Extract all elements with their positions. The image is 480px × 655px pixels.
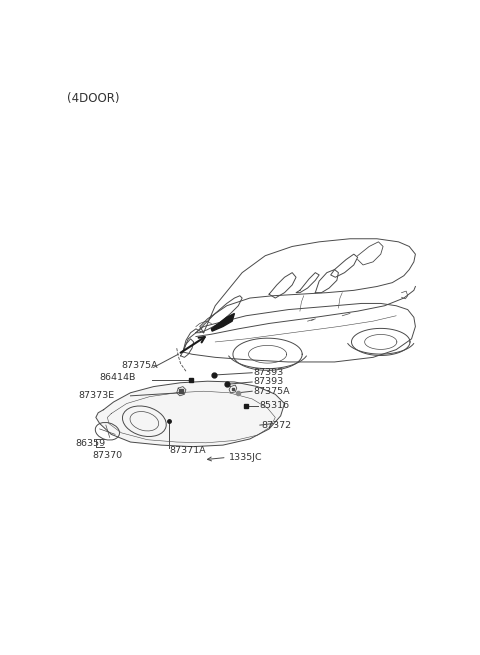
Polygon shape (211, 314, 234, 331)
Text: 86414B: 86414B (100, 373, 136, 382)
Polygon shape (96, 381, 285, 447)
Text: 87370: 87370 (92, 451, 122, 460)
Text: 87372: 87372 (262, 421, 291, 430)
Text: 87373E: 87373E (78, 391, 114, 400)
Text: 87375A: 87375A (121, 360, 158, 369)
Text: 87375A: 87375A (254, 386, 290, 396)
Text: 85316: 85316 (259, 402, 289, 410)
Text: 86359: 86359 (75, 439, 105, 448)
Text: (4DOOR): (4DOOR) (67, 92, 120, 105)
Text: 87393: 87393 (254, 368, 284, 377)
Text: 87393: 87393 (254, 377, 284, 386)
Text: 87371A: 87371A (169, 446, 205, 455)
Text: 1335JC: 1335JC (229, 453, 263, 462)
